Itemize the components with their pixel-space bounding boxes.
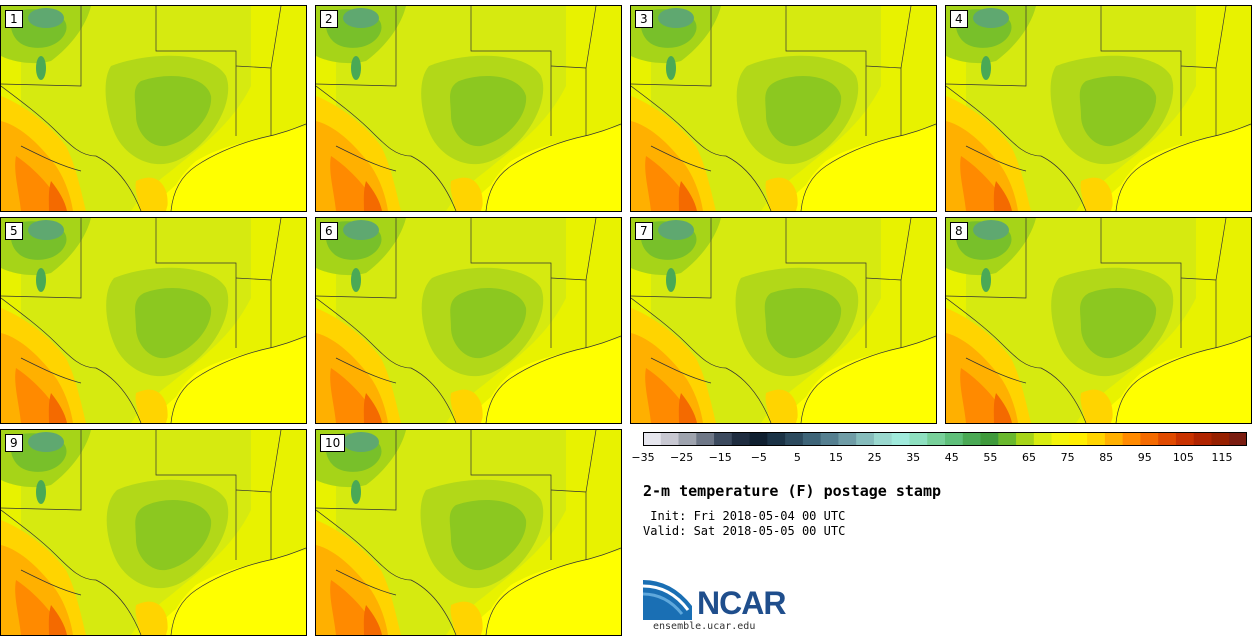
colorbar-segment — [1193, 432, 1212, 446]
colorbar-segment — [856, 432, 875, 446]
colorbar-tick-label: 115 — [1211, 451, 1233, 464]
colorbar-ticks: −35 −25 −15 −5 5 15 25 35 45 55 65 75 85 95 105 115 — [631, 451, 1247, 467]
colorbar-tick-label: 95 — [1137, 451, 1152, 464]
ensemble-member-panel: 4 — [945, 5, 1252, 212]
colorbar-segment — [767, 432, 786, 446]
colorbar-segment — [1087, 432, 1106, 446]
colorbar-segment — [714, 432, 733, 446]
ensemble-member-panel: 5 — [0, 217, 307, 424]
init-time: Init: Fri 2018-05-04 00 UTC — [643, 509, 846, 523]
colorbar-tick-label: 85 — [1099, 451, 1114, 464]
colorbar-border — [643, 432, 1247, 446]
panel-label: 9 — [5, 434, 23, 452]
colorbar-segment — [909, 432, 928, 446]
colorbar-segment — [785, 432, 804, 446]
panel-label: 8 — [950, 222, 968, 240]
colorbar-segment — [696, 432, 715, 446]
ensemble-member-panel: 8 — [945, 217, 1252, 424]
colorbar-segment — [731, 432, 751, 446]
panel-label: 6 — [320, 222, 338, 240]
panel-label: 4 — [950, 10, 968, 28]
chart-title: 2-m temperature (F) postage stamp — [643, 482, 942, 500]
ensemble-member-panel: 7 — [630, 217, 937, 424]
colorbar-segment — [980, 432, 999, 446]
ncar-logo-icon — [642, 580, 692, 620]
colorbar-tick-label: 35 — [906, 451, 921, 464]
ensemble-member-panel: 1 — [0, 5, 307, 212]
colorbar-tick-label: 75 — [1060, 451, 1075, 464]
ensemble-member-panel: 9 — [0, 429, 307, 636]
colorbar-segment — [1175, 432, 1195, 446]
ensemble-member-panel: 6 — [315, 217, 622, 424]
colorbar-tick-label: −25 — [669, 451, 694, 464]
colorbar-segment — [998, 432, 1017, 446]
colorbar-segment — [1051, 432, 1070, 446]
logo-url: ensemble.ucar.edu — [653, 621, 756, 632]
colorbar-segment — [838, 432, 857, 446]
colorbar-segment — [1069, 432, 1088, 446]
colorbar-segment — [1229, 432, 1247, 446]
valid-time: Valid: Sat 2018-05-05 00 UTC — [643, 524, 846, 538]
colorbar-tick-label: −15 — [708, 451, 732, 464]
colorbar-tick-label: 65 — [1022, 451, 1036, 464]
colorbar-segment — [643, 432, 662, 446]
colorbar-segment — [1122, 432, 1141, 446]
colorbar-tick-label: 105 — [1172, 451, 1194, 464]
colorbar-tick-label: 45 — [944, 451, 959, 464]
colorbar-tick-label: 15 — [829, 451, 843, 464]
colorbar-segment — [1158, 432, 1177, 446]
colorbar-segment — [678, 432, 697, 446]
ensemble-member-panel: 10 — [315, 429, 622, 636]
colorbar-tick-label: 25 — [867, 451, 882, 464]
colorbar-segment — [891, 432, 910, 446]
colorbar-segment — [1140, 432, 1159, 446]
colorbar-segment — [820, 432, 839, 446]
colorbar — [643, 432, 1247, 446]
panel-label: 2 — [320, 10, 338, 28]
panel-label: 10 — [320, 434, 346, 452]
colorbar-segment — [1211, 432, 1230, 446]
ensemble-member-panel: 3 — [630, 5, 937, 212]
colorbar-segment — [962, 432, 982, 446]
panel-label: 7 — [635, 222, 653, 240]
colorbar-segment — [802, 432, 822, 446]
colorbar-segment — [660, 432, 680, 446]
ensemble-member-panel: 2 — [315, 5, 622, 212]
colorbar-segment — [945, 432, 964, 446]
colorbar-segment — [749, 432, 768, 446]
colorbar-tick-label: −5 — [750, 451, 767, 464]
colorbar-tick-label: 5 — [793, 451, 801, 464]
colorbar-segment — [1033, 432, 1053, 446]
panel-label: 1 — [5, 10, 23, 28]
panel-label: 5 — [5, 222, 23, 240]
panel-label: 3 — [635, 10, 653, 28]
colorbar-segment — [1104, 432, 1124, 446]
colorbar-segment — [1016, 432, 1035, 446]
logo-text: NCAR — [697, 585, 786, 621]
colorbar-tick-label: 55 — [983, 451, 998, 464]
colorbar-tick-label: −35 — [631, 451, 655, 464]
colorbar-segment — [873, 432, 893, 446]
colorbar-segment — [927, 432, 946, 446]
